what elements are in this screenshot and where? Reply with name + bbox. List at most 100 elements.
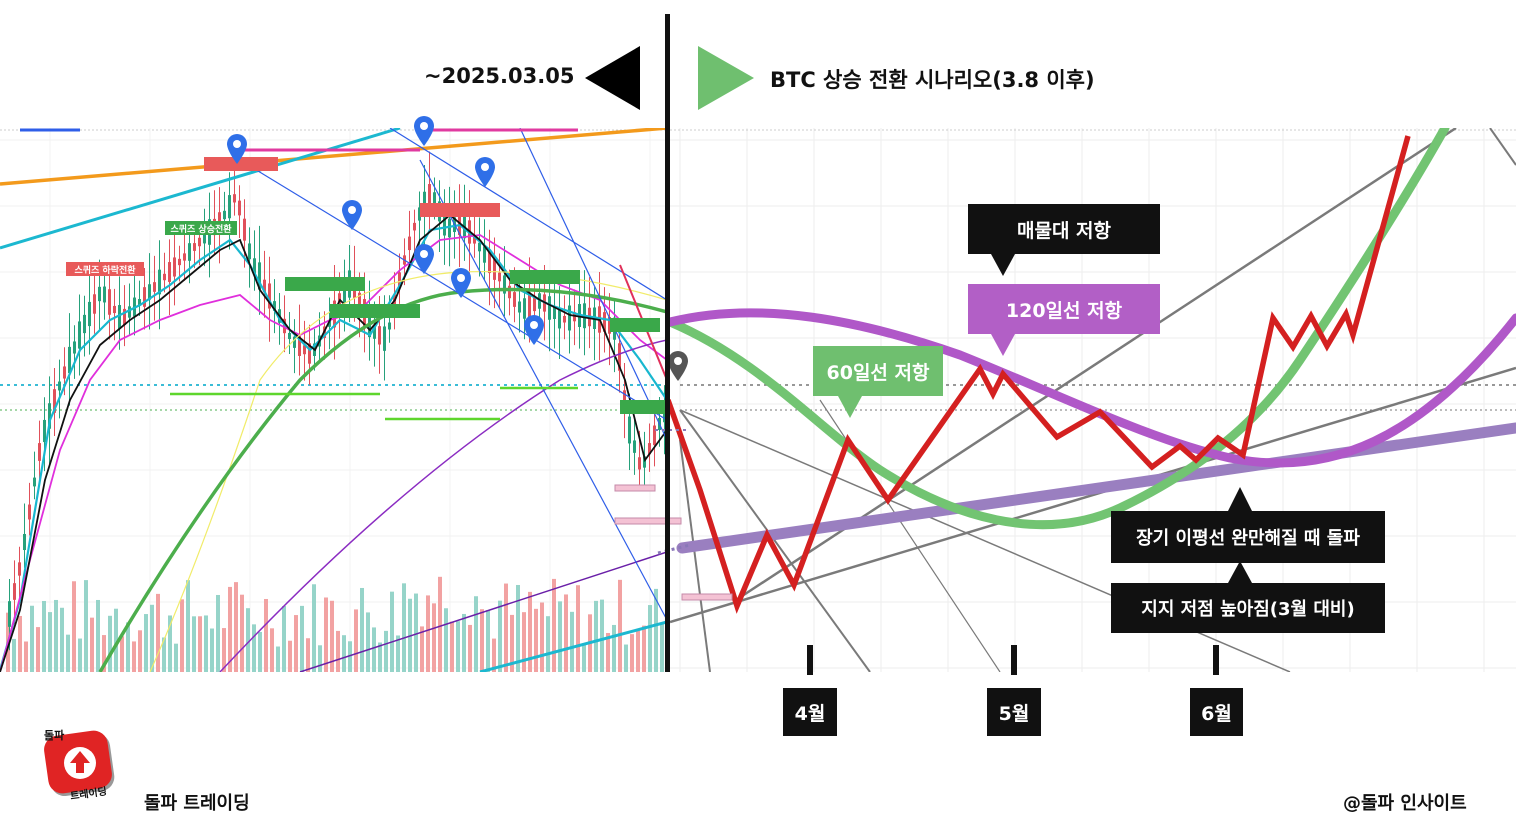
ma-black bbox=[0, 213, 667, 672]
higher-low-pointer bbox=[1228, 561, 1252, 583]
volume-bar bbox=[510, 614, 514, 672]
volume-bar bbox=[396, 635, 400, 672]
volume-bar bbox=[636, 630, 640, 672]
volume-bar bbox=[252, 624, 256, 672]
candle-body bbox=[173, 257, 176, 277]
volume-bar bbox=[456, 621, 460, 672]
candle-body bbox=[48, 403, 51, 429]
candle-body bbox=[118, 305, 121, 329]
location-pin-icon bbox=[342, 200, 362, 230]
brand-name: 돌파 트레이딩 bbox=[144, 793, 250, 814]
volume-bar bbox=[540, 602, 544, 672]
volume-bar bbox=[660, 622, 664, 672]
long-ma-curve bbox=[676, 422, 1516, 554]
trend-line-steep bbox=[679, 439, 711, 672]
volume-bar bbox=[276, 646, 280, 672]
squeeze-down-label: 스퀴즈 하락전환 bbox=[66, 262, 144, 276]
candle-body bbox=[573, 312, 576, 322]
candle-body bbox=[563, 315, 566, 323]
candle-body bbox=[73, 341, 76, 354]
candle-body bbox=[633, 440, 636, 453]
volume-bar bbox=[324, 597, 328, 672]
candle-body bbox=[263, 279, 266, 293]
volume-bar bbox=[246, 608, 250, 672]
volume-bar bbox=[198, 616, 202, 672]
location-pin-hole bbox=[420, 250, 428, 258]
volume-bar bbox=[132, 641, 136, 672]
volume-bar bbox=[174, 643, 178, 672]
volume-bar bbox=[654, 588, 658, 672]
candle-body bbox=[643, 456, 646, 468]
volume-bar bbox=[384, 630, 388, 672]
volume-bar bbox=[180, 599, 184, 672]
channel-line bbox=[419, 159, 667, 621]
candle-body bbox=[18, 562, 21, 576]
location-pin-shape bbox=[342, 200, 362, 230]
candle-body bbox=[628, 416, 631, 444]
volume-bar bbox=[36, 627, 40, 672]
volume-bar bbox=[120, 636, 124, 672]
candle-body bbox=[378, 326, 381, 345]
candle-body bbox=[288, 332, 291, 340]
month-tick-mark bbox=[1011, 645, 1017, 675]
ma60-pointer bbox=[838, 396, 862, 418]
scenario-title: BTC 상승 전환 시나리오(3.8 이후) bbox=[770, 68, 1095, 92]
volume-bar bbox=[558, 601, 562, 672]
candle-body bbox=[458, 207, 461, 236]
breakout-pointer bbox=[1228, 487, 1252, 511]
history-end-date: ~2025.03.05 bbox=[424, 64, 575, 88]
volume-bar bbox=[216, 594, 220, 672]
candle-body bbox=[153, 282, 156, 292]
volume-bar bbox=[210, 628, 214, 672]
candle-body bbox=[648, 443, 651, 455]
volume-bar bbox=[234, 582, 238, 672]
month-tick-may: 5월 bbox=[987, 688, 1041, 736]
candle-body bbox=[258, 262, 261, 290]
candle-body bbox=[433, 192, 436, 204]
candle-body bbox=[638, 457, 641, 470]
ma-green bbox=[98, 287, 667, 672]
candle-body bbox=[398, 272, 401, 287]
breakout-callout: 장기 이평선 완만해질 때 돌파 bbox=[1111, 511, 1385, 563]
candle-body bbox=[533, 295, 536, 312]
volume-bar bbox=[546, 616, 550, 672]
location-pin-icon bbox=[475, 157, 495, 187]
candle-body bbox=[373, 325, 376, 339]
location-pin-hole bbox=[481, 163, 489, 171]
volume-bar bbox=[570, 611, 574, 672]
volume-bar bbox=[318, 645, 322, 672]
volume-bar bbox=[306, 638, 310, 672]
candle-body bbox=[163, 273, 166, 281]
candle-body bbox=[43, 419, 46, 443]
volume-bar bbox=[618, 579, 622, 672]
volume-bar bbox=[222, 628, 226, 672]
volume-bar bbox=[414, 593, 418, 672]
location-pin-icon bbox=[414, 116, 434, 146]
volume-bar bbox=[312, 584, 316, 672]
squeeze-marker bbox=[420, 203, 500, 217]
candle-body bbox=[518, 301, 521, 313]
volume-bar bbox=[12, 638, 16, 672]
volume-bar bbox=[300, 605, 304, 672]
volume-bar bbox=[630, 634, 634, 672]
candle-body bbox=[38, 443, 41, 461]
candle-body bbox=[63, 366, 66, 379]
chart-overlay bbox=[227, 14, 1252, 675]
candle-body bbox=[103, 286, 106, 303]
candle-body bbox=[268, 283, 271, 309]
candle-body bbox=[233, 194, 236, 203]
candle-body bbox=[193, 243, 196, 251]
volume-bar bbox=[294, 615, 298, 672]
volume-bar bbox=[144, 614, 148, 672]
volume-bar bbox=[342, 635, 346, 672]
candle-body bbox=[513, 292, 516, 307]
candle-body bbox=[243, 218, 246, 241]
month-tick-april: 4월 bbox=[783, 688, 837, 736]
volume-bar bbox=[54, 599, 58, 672]
volume-bar bbox=[474, 596, 478, 672]
volume-bar bbox=[402, 583, 406, 672]
candle-body bbox=[483, 246, 486, 263]
candle-body bbox=[568, 305, 571, 331]
ma120-resistance-callout: 120일선 저항 bbox=[968, 284, 1160, 334]
